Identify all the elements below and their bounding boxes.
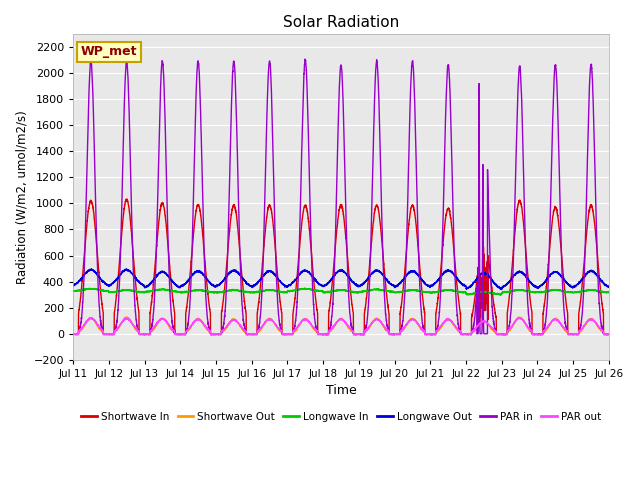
X-axis label: Time: Time xyxy=(326,384,356,397)
Y-axis label: Radiation (W/m2, umol/m2/s): Radiation (W/m2, umol/m2/s) xyxy=(15,110,28,284)
Text: WP_met: WP_met xyxy=(81,45,138,59)
Legend: Shortwave In, Shortwave Out, Longwave In, Longwave Out, PAR in, PAR out: Shortwave In, Shortwave Out, Longwave In… xyxy=(77,408,605,426)
Title: Solar Radiation: Solar Radiation xyxy=(283,15,399,30)
